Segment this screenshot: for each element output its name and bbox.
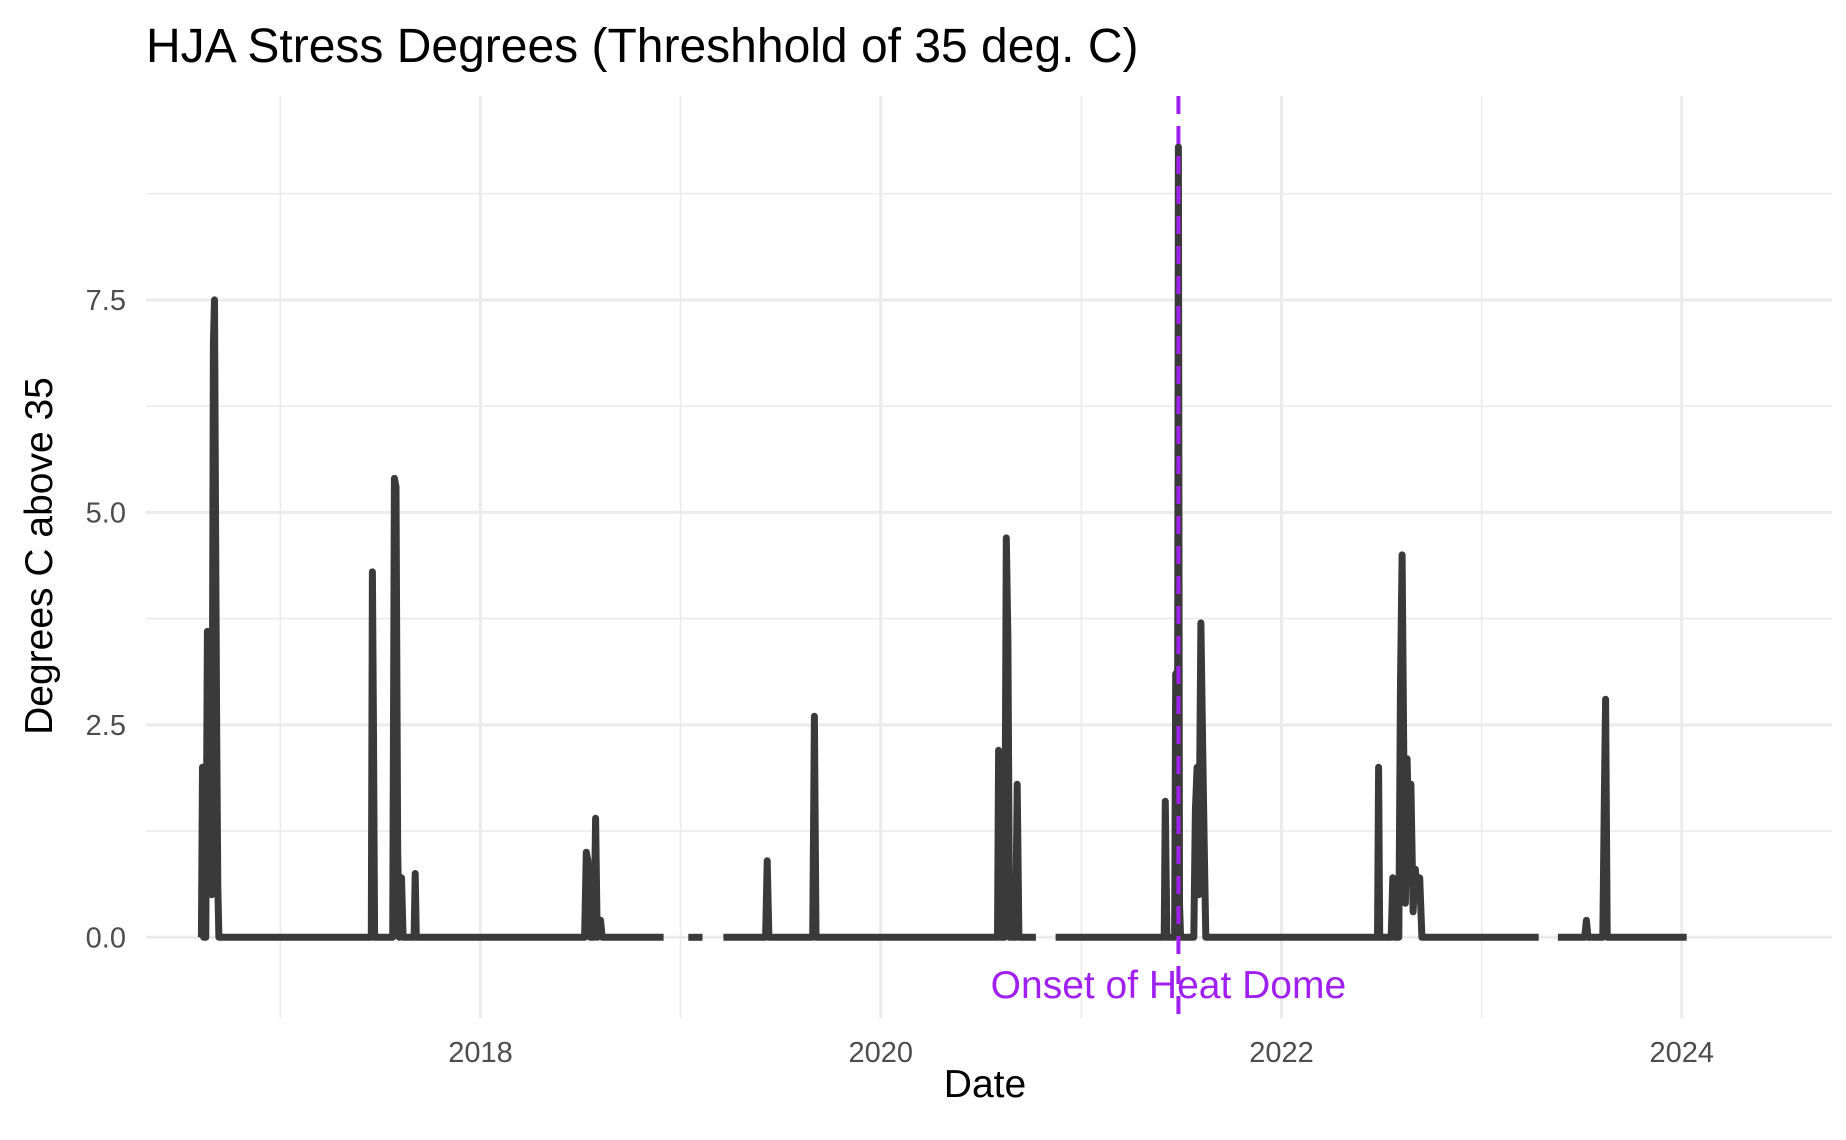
series-line bbox=[197, 143, 1720, 941]
y-axis: 0.0 2.5 5.0 7.5 bbox=[86, 285, 126, 954]
x-tick-label: 2018 bbox=[448, 1037, 513, 1069]
chart-title: HJA Stress Degrees (Threshhold of 35 deg… bbox=[146, 20, 1138, 73]
reference-line-label: Onset of Heat Dome bbox=[991, 964, 1347, 1007]
series-segment bbox=[1557, 695, 1687, 941]
y-tick-label: 2.5 bbox=[86, 710, 126, 742]
grid bbox=[146, 96, 1832, 1018]
x-tick-label: 2020 bbox=[848, 1037, 913, 1069]
x-axis-title: Date bbox=[944, 1063, 1026, 1106]
series-segment bbox=[1055, 143, 1539, 941]
series-segment bbox=[723, 534, 1036, 941]
y-tick-label: 0.0 bbox=[86, 922, 126, 954]
y-tick-label: 5.0 bbox=[86, 497, 126, 529]
heat-dome-marker: Onset of Heat Dome bbox=[991, 96, 1347, 1018]
x-axis: 2018 2020 2022 2024 bbox=[448, 1037, 1714, 1069]
x-tick-label: 2024 bbox=[1650, 1037, 1715, 1069]
series-segment bbox=[197, 296, 664, 941]
y-axis-title: Degrees C above 35 bbox=[18, 377, 61, 735]
y-tick-label: 7.5 bbox=[86, 285, 126, 317]
x-tick-label: 2022 bbox=[1249, 1037, 1314, 1069]
